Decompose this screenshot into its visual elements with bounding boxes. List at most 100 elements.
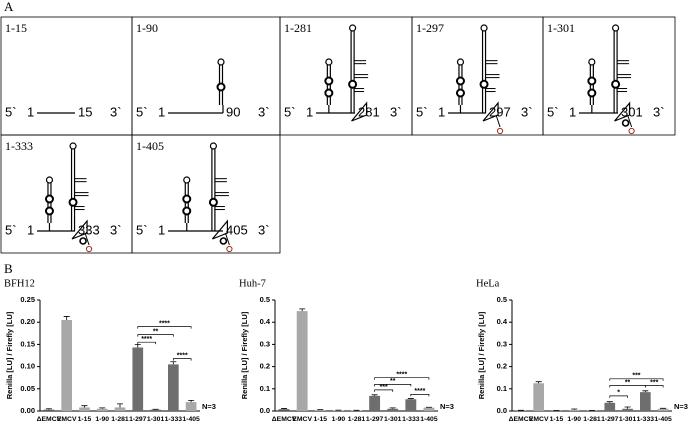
x-tick-label: 1-297 [129, 416, 147, 423]
error-bar [170, 361, 177, 365]
x-tick-label: 1-15 [78, 416, 92, 423]
y-tick-label: 0.4 [497, 317, 508, 326]
x-tick-label: 1-405 [182, 416, 200, 423]
bar [369, 395, 381, 411]
structure-line [224, 232, 230, 246]
bar [168, 364, 179, 411]
x-tick-label: EMCV [57, 416, 77, 423]
three-prime: 3` [110, 222, 122, 237]
y-tick-label: 0.00 [20, 406, 35, 415]
panel-label: B [4, 261, 13, 276]
x-tick-label: 1-90 [332, 416, 346, 423]
panel-label: A [4, 0, 14, 14]
significance-label: * [617, 390, 620, 397]
bar [96, 408, 108, 411]
construct-label: 1-405 [136, 139, 164, 153]
triangle [351, 101, 368, 122]
significance-bracket [374, 389, 394, 392]
significance-bracket [609, 395, 628, 398]
triangle [71, 219, 88, 240]
error-bar [299, 308, 306, 312]
x-tick-label: 1-301 [147, 416, 165, 423]
significance-label: **** [177, 352, 188, 359]
loop [68, 197, 78, 207]
bar [114, 407, 126, 411]
loop [455, 76, 465, 86]
significance-bracket [609, 378, 664, 381]
start-pos: 1 [158, 104, 165, 119]
three-prime: 3` [110, 104, 122, 119]
loop [69, 142, 77, 150]
bar [296, 311, 308, 411]
error-bar [371, 394, 378, 396]
x-tick-label: 1-281 [111, 416, 129, 423]
bar [423, 407, 435, 411]
five-prime: 5` [5, 104, 17, 119]
three-prime: 3` [258, 222, 270, 237]
x-tick-label: 1-15 [313, 416, 327, 423]
bar [533, 383, 544, 411]
x-tick-label: ΔEMCV [37, 416, 62, 423]
loop [628, 127, 635, 135]
chart-title: HeLa [476, 278, 500, 289]
y-tick-label: 0.20 [20, 317, 35, 326]
loop [496, 127, 504, 135]
annotation: N=3 [202, 402, 216, 411]
error-bar [117, 403, 123, 408]
significance-label: **** [159, 320, 170, 327]
x-tick-label: 1-297 [366, 416, 384, 423]
error-bar [63, 316, 70, 320]
significance-bracket [137, 334, 174, 337]
start-pos: 1 [569, 104, 576, 119]
x-tick-label: 1-90 [567, 416, 581, 423]
three-prime: 3` [390, 104, 402, 119]
bar [604, 402, 616, 411]
y-tick-label: 0.5 [497, 295, 507, 304]
x-tick-label: 1-333 [165, 416, 183, 423]
y-axis-label: Renilla [LU] / Firefly [LU] [5, 311, 14, 399]
significance-bracket [374, 384, 412, 387]
significance-label: *** [632, 373, 640, 380]
y-tick-label: 0.1 [497, 384, 507, 393]
y-tick-label: 0.2 [497, 362, 507, 371]
five-prime: 5` [284, 104, 296, 119]
loop [216, 82, 226, 92]
end-pos: 405 [226, 222, 248, 237]
error-bar [642, 390, 649, 393]
construct-label: 1-281 [284, 21, 312, 35]
chart-title: BFH12 [4, 278, 35, 289]
start-pos: 1 [27, 104, 34, 119]
bar [185, 402, 197, 411]
y-tick-label: 0.25 [20, 295, 35, 304]
loop [209, 142, 217, 150]
y-tick-label: 0.0 [497, 406, 507, 415]
significance-label: *** [380, 384, 388, 391]
bar [150, 409, 161, 411]
loop [348, 79, 358, 89]
error-bar [535, 381, 542, 384]
y-axis-label: Renilla [LU] / Firefly [LU] [240, 311, 249, 399]
triangle [614, 101, 631, 122]
x-tick-label: ΔEMCV [509, 416, 534, 423]
significance-label: ** [625, 379, 631, 386]
error-bar [134, 344, 141, 348]
bar [640, 392, 651, 411]
significance-bracket [410, 394, 430, 397]
bar [61, 319, 72, 411]
five-prime: 5` [136, 222, 148, 237]
annotation: N=3 [674, 402, 688, 411]
three-prime: 3` [258, 104, 270, 119]
significance-label: *** [650, 379, 658, 386]
construct-label: 1-90 [136, 21, 158, 35]
bar [132, 347, 144, 411]
loop [325, 58, 333, 66]
y-tick-label: 0.3 [497, 339, 507, 348]
x-tick-label: 1-281 [348, 416, 366, 423]
loop [85, 245, 93, 253]
y-tick-label: 0.15 [20, 339, 35, 348]
construct-label: 1-297 [416, 21, 444, 35]
y-tick-label: 0.3 [260, 339, 270, 348]
x-tick-label: 1-301 [619, 416, 637, 423]
significance-label: **** [141, 336, 152, 343]
